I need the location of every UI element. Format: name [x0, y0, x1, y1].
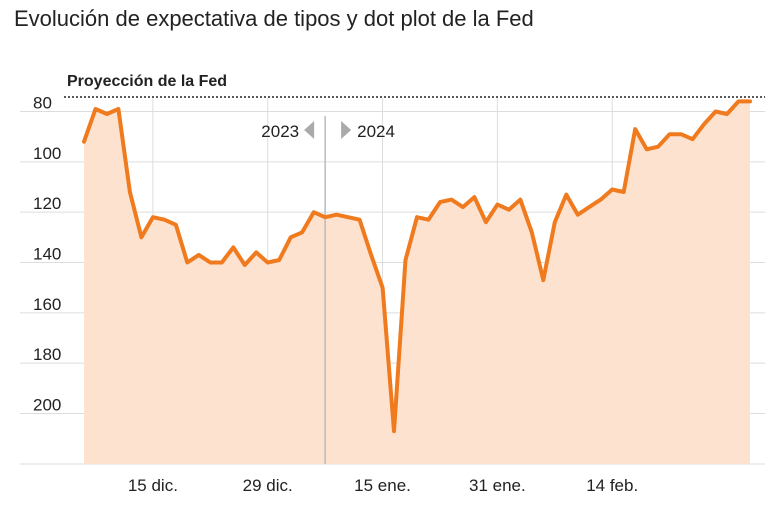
year-label-2024: 2024	[357, 122, 395, 141]
x-axis-ticks: 15 dic. 29 dic. 15 ene. 31 ene. 14 feb.	[128, 476, 638, 495]
area-fill	[84, 101, 750, 465]
y-tick-label: 200	[33, 396, 61, 415]
chart-title: Evolución de expectativa de tipos y dot …	[14, 6, 534, 31]
fed-projection-label: Proyección de la Fed	[67, 73, 227, 90]
year-label-2023: 2023	[261, 122, 299, 141]
x-tick-label: 29 dic.	[243, 476, 293, 495]
y-tick-label: 100	[33, 144, 61, 163]
x-tick-label: 31 ene.	[469, 476, 526, 495]
x-tick-label: 15 ene.	[354, 476, 411, 495]
x-tick-label: 14 feb.	[586, 476, 638, 495]
y-axis-ticks: 80 100 120 140 160 180 200	[33, 94, 61, 415]
arrow-right-icon	[341, 121, 352, 139]
x-tick-label: 15 dic.	[128, 476, 178, 495]
y-tick-label: 140	[33, 245, 61, 264]
y-tick-label: 80	[33, 94, 52, 113]
arrow-left-icon	[304, 121, 315, 139]
y-tick-label: 180	[33, 345, 61, 364]
series-line	[82, 99, 752, 434]
y-tick-label: 120	[33, 194, 61, 213]
y-tick-label: 160	[33, 295, 61, 314]
